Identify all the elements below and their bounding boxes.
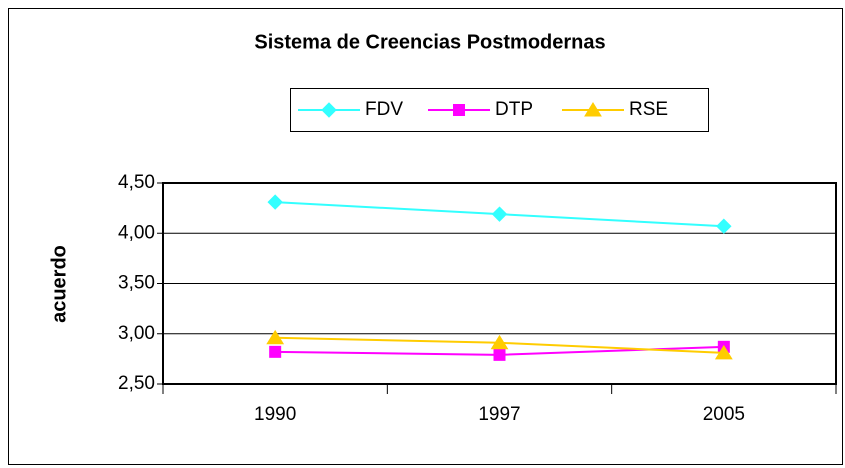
y-tick-label: 4,50 bbox=[118, 172, 155, 193]
marker bbox=[716, 218, 732, 234]
legend-marker bbox=[321, 102, 337, 118]
marker bbox=[490, 334, 509, 350]
x-tick-label: 1990 bbox=[254, 404, 296, 425]
marker bbox=[266, 329, 285, 345]
legend-label: RSE bbox=[629, 99, 668, 120]
chart-title: Sistema de Creencias Postmodernas bbox=[254, 31, 605, 53]
marker bbox=[269, 345, 282, 358]
marker bbox=[267, 194, 283, 210]
x-tick-label: 2005 bbox=[703, 404, 745, 425]
y-axis-label: acuerdo bbox=[48, 245, 70, 323]
y-tick-label: 3,00 bbox=[118, 323, 155, 344]
marker bbox=[714, 344, 733, 360]
legend-label: DTP bbox=[495, 99, 533, 120]
x-tick-label: 1997 bbox=[478, 404, 520, 425]
legend-label: FDV bbox=[365, 99, 403, 120]
legend-marker bbox=[584, 102, 602, 117]
marker bbox=[493, 348, 506, 361]
marker bbox=[491, 206, 508, 222]
legend-marker bbox=[453, 104, 465, 116]
y-tick-label: 3,50 bbox=[118, 273, 155, 294]
y-tick-label: 4,00 bbox=[118, 222, 155, 243]
y-tick-label: 2,50 bbox=[118, 373, 155, 394]
plot-border bbox=[162, 182, 837, 385]
chart-border bbox=[8, 8, 843, 465]
legend-box bbox=[290, 88, 709, 132]
